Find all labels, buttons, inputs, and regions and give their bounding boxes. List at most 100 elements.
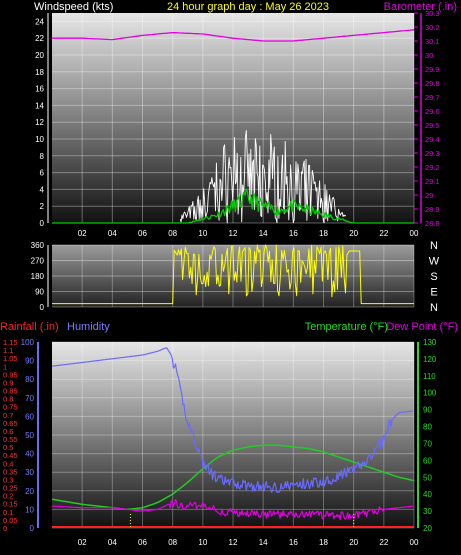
panel3-humidity-tick-label: 20	[25, 487, 34, 496]
panel1-y-left-tick-label: 22	[35, 34, 44, 43]
panel1-y-right-tick-label: 29.2	[425, 163, 440, 172]
panel3-rain-tick-label: 0.95	[3, 370, 18, 379]
panel2-y-tick-label: 180	[31, 272, 45, 281]
panel3-rain-tick-label: 0.85	[3, 387, 18, 396]
series-wind-gust	[179, 129, 347, 224]
panel3-temp-tick-label: 70	[423, 439, 432, 448]
panel3-x-tick-label: 08	[168, 538, 177, 547]
panel1-x-tick-label: 04	[108, 229, 117, 238]
panel3-temp-tick-label: 80	[423, 423, 432, 432]
panel3-rain-tick-label: 0	[3, 524, 7, 533]
panel1-grid	[52, 13, 415, 224]
compass-label-W: W	[429, 256, 440, 268]
panel3-grid	[52, 341, 415, 529]
panel1-y-left-tick-label: 6	[40, 169, 45, 178]
panel3-rain-tick-label: 0.1	[3, 508, 13, 517]
panel3-temperature-label: Temperature (°F)	[305, 321, 388, 333]
compass-label-N: N	[430, 302, 438, 314]
series-humidity	[51, 347, 414, 493]
panel3-humidity-tick-label: 40	[25, 450, 34, 459]
panel1-y-right-tick-label: 30	[425, 51, 433, 60]
panel3-rain-tick-label: 0.7	[3, 411, 13, 420]
panel1-y-left-tick-label: 16	[35, 85, 44, 94]
panel3-x-tick-label: 04	[108, 538, 117, 547]
panel3-temp-tick-label: 60	[423, 456, 432, 465]
panel1-y-right-tick-label: 30.3	[425, 9, 440, 18]
panel1-x-tick-label: 06	[138, 229, 147, 238]
panel2-series	[52, 244, 414, 305]
panel3-humidity-tick-label: 30	[25, 468, 34, 477]
panel3-x-tick-label: 18	[319, 538, 328, 547]
panel3-axes: 010203040506070809010000.050.10.150.20.2…	[3, 338, 437, 547]
panel3-temp-tick-label: 110	[423, 372, 436, 381]
panel1-y-right-tick-label: 29.1	[425, 177, 440, 186]
panel3-humidity-tick-label: 90	[25, 357, 34, 366]
panel1-y-right-tick-label: 29.9	[425, 65, 440, 74]
panel1-y-right-tick-label: 28.9	[425, 205, 440, 214]
panel3-temp-tick-label: 100	[423, 389, 437, 398]
panel3-x-tick-label: 20	[349, 538, 358, 547]
panel3-humidity-tick-label: 100	[21, 338, 35, 347]
panel3-humidity-label: Humidity	[67, 321, 110, 333]
panel3-temp-tick-label: 30	[423, 507, 432, 516]
panel1-x-tick-label: 12	[229, 229, 238, 238]
panel3-rain-tick-label: 1.15	[3, 338, 18, 347]
panel3-x-tick-label: 12	[229, 538, 238, 547]
panel1-x-tick-label: 18	[319, 229, 328, 238]
panel2-y-tick-label: 360	[31, 241, 45, 250]
panel1-y-right-tick-label: 29.5	[425, 121, 440, 130]
panel3-rain-tick-label: 0.3	[3, 475, 13, 484]
panel3-rain-tick-label: 1.05	[3, 354, 18, 363]
panel3-x-tick-label: 00	[410, 538, 419, 547]
panel1-x-tick-label: 08	[168, 229, 177, 238]
panel3-rain-tick-label: 0.75	[3, 403, 18, 412]
panel1-series	[52, 29, 415, 224]
panel2-y-tick-label: 270	[31, 257, 45, 266]
panel3-temp-tick-label: 120	[423, 355, 437, 364]
panel3-x-tick-label: 14	[259, 538, 268, 547]
panel3-rain-tick-label: 0.6	[3, 427, 13, 436]
panel3-rain-tick-label: 0.8	[3, 395, 13, 404]
panel3-rain-tick-label: 0.5	[3, 443, 13, 452]
panel1-y-right-tick-label: 30.1	[425, 37, 440, 46]
panel3-temp-tick-label: 40	[423, 490, 432, 499]
panel3-rain-tick-label: 0.05	[3, 516, 18, 525]
panel1-x-tick-label: 10	[198, 229, 207, 238]
panel3-humidity-tick-label: 0	[30, 524, 35, 533]
panel1-y-left-tick-label: 10	[35, 135, 44, 144]
panel1-x-tick-label: 00	[410, 229, 419, 238]
panel3-rain-tick-label: 0.25	[3, 484, 18, 493]
panel3-x-tick-label: 06	[138, 538, 147, 547]
panel2-axes: 0 90 180 270 360	[31, 241, 49, 312]
panel1-y-left-tick-label: 2	[40, 202, 45, 211]
panel3-temp-tick-label: 90	[423, 406, 432, 415]
panel3-temp-tick-label: 130	[423, 338, 437, 347]
panel3-rain-tick-label: 0.55	[3, 435, 18, 444]
panel3-rain-tick-label: 0.4	[3, 459, 13, 468]
panel1-left-axis-label: Windspeed (kts)	[34, 1, 113, 13]
panel3-humidity-tick-label: 50	[25, 431, 34, 440]
panel3-temp-tick-label: 20	[423, 524, 432, 533]
panel3-rain-tick-label: 0.65	[3, 419, 18, 428]
panel1-y-left-tick-label: 14	[35, 101, 44, 110]
compass-label-E: E	[430, 287, 437, 299]
panel1-title: 24 hour graph day : May 26 2023	[167, 1, 329, 13]
panel1-y-left-tick-label: 8	[40, 152, 45, 161]
panel3-x-tick-label: 10	[198, 538, 207, 547]
panel2-y-tick-label: 90	[35, 288, 44, 297]
panel3-humidity-tick-label: 60	[25, 412, 34, 421]
panel1-y-right-tick-label: 29.3	[425, 149, 440, 158]
panel1-y-left-tick-label: 0	[40, 219, 45, 228]
panel3-rain-tick-label: 1.1	[3, 346, 13, 355]
panel1-y-left-tick-label: 24	[35, 17, 44, 26]
panel3-rain-tick-label: 0.2	[3, 492, 13, 501]
panel1-y-right-tick-label: 29.8	[425, 79, 440, 88]
panel1-x-tick-label: 14	[259, 229, 268, 238]
panel1-y-left-tick-label: 4	[40, 185, 45, 194]
panel3-temp-tick-label: 50	[423, 473, 432, 482]
panel3-x-tick-label: 22	[379, 538, 388, 547]
panel1-y-right-tick-label: 29.6	[425, 107, 440, 116]
